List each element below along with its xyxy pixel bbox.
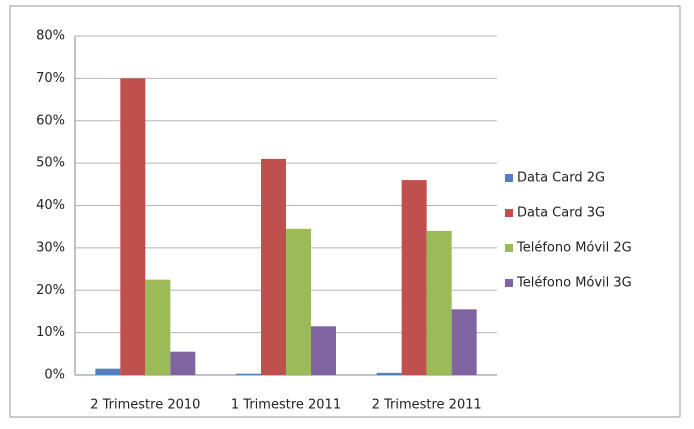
- legend-label: Teléfono Móvil 2G: [516, 241, 632, 256]
- bar: [311, 326, 336, 375]
- legend-swatch: [505, 244, 513, 252]
- bar: [261, 158, 286, 375]
- legend-swatch: [505, 174, 513, 182]
- legend-label: Data Card 3G: [517, 206, 605, 221]
- bar: [451, 309, 477, 375]
- y-tick-label: 20%: [36, 283, 65, 298]
- y-tick-label: 80%: [36, 29, 65, 44]
- bar: [236, 373, 261, 375]
- x-tick-label: 2 Trimestre 2011: [372, 398, 482, 413]
- y-tick-label: 0%: [44, 368, 65, 383]
- legend-swatch: [505, 279, 513, 287]
- legend-label: Teléfono Móvil 3G: [516, 276, 632, 291]
- bar: [120, 78, 146, 375]
- bar: [286, 228, 311, 375]
- x-tick-label: 1 Trimestre 2011: [231, 398, 341, 413]
- y-tick-label: 40%: [36, 198, 65, 213]
- bar: [95, 368, 121, 375]
- y-tick-label: 60%: [36, 113, 65, 128]
- y-tick-label: 70%: [36, 71, 65, 86]
- x-tick-label: 2 Trimestre 2010: [90, 398, 200, 413]
- y-tick-label: 30%: [36, 240, 65, 255]
- bar: [401, 180, 427, 375]
- legend-label: Data Card 2G: [517, 171, 605, 186]
- bar: [426, 230, 452, 375]
- legend-swatch: [505, 209, 513, 217]
- bar: [145, 279, 171, 375]
- chart-frame: [9, 5, 681, 418]
- y-tick-label: 10%: [36, 325, 65, 340]
- y-tick-label: 50%: [36, 156, 65, 171]
- bar: [170, 351, 196, 375]
- bar: [376, 372, 402, 375]
